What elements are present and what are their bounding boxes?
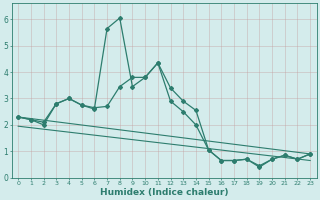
X-axis label: Humidex (Indice chaleur): Humidex (Indice chaleur) <box>100 188 228 197</box>
